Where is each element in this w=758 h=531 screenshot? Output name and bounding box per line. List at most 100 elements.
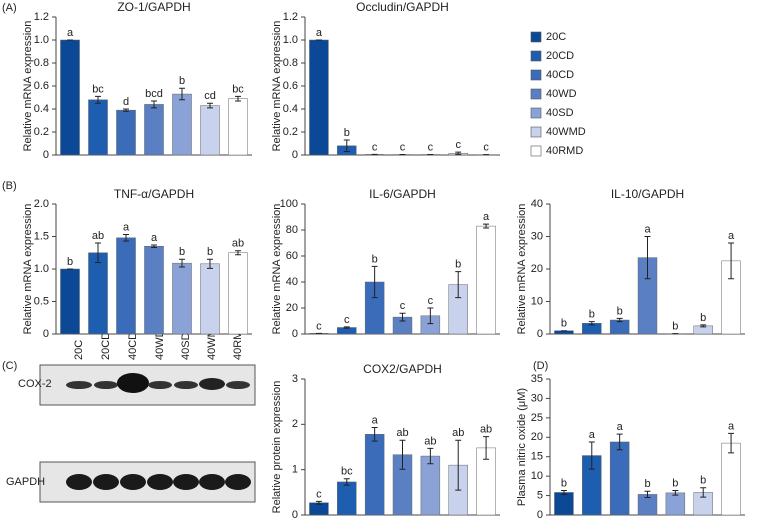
significance-letter: ab [92, 230, 104, 242]
y-tick-label: 30 [531, 392, 543, 404]
significance-letter: cd [204, 90, 216, 102]
significance-letter: bc [92, 83, 104, 95]
error-bar [179, 87, 185, 101]
legend-label: 40RMD [546, 145, 583, 157]
significance-letter: c [316, 488, 322, 500]
y-tick-label: 0 [537, 509, 543, 521]
chart-title: IL-10/GAPDH [611, 187, 684, 201]
y-tick-label: 0 [292, 509, 298, 521]
lane-label: 40CD [127, 332, 139, 360]
significance-letter: ab [480, 423, 492, 435]
significance-letter: ab [396, 427, 408, 439]
bar [172, 93, 192, 156]
y-tick-label: 1.0 [283, 34, 298, 46]
legend-swatch [530, 126, 542, 138]
y-tick-label: 20 [531, 263, 543, 275]
significance-letter: a [372, 414, 379, 426]
significance-letter: a [67, 27, 74, 39]
y-tick-label: 10 [531, 470, 543, 482]
band [226, 381, 250, 389]
significance-letter: a [589, 429, 596, 441]
band [173, 474, 199, 490]
blot-row-label: GAPDH [6, 476, 45, 488]
significance-letter: ab [452, 427, 464, 439]
error-bar [371, 427, 378, 442]
lane-label: 40SD [180, 332, 192, 360]
significance-letter: c [428, 295, 434, 307]
band [174, 381, 198, 389]
error-bar [728, 432, 735, 454]
y-tick-label: 0 [292, 149, 298, 161]
significance-letter: b [672, 477, 678, 489]
bar [144, 104, 164, 156]
error-bar [588, 321, 595, 326]
error-bar [616, 433, 623, 451]
western-blot: COX-2 GAPDH [6, 364, 256, 503]
error-bar [151, 244, 157, 249]
bar [228, 98, 248, 156]
panel-label: (C) [2, 360, 17, 372]
y-tick-label: 2 [292, 418, 298, 430]
significance-letter: ab [424, 435, 436, 447]
panel-label: (D) [533, 360, 548, 372]
y-axis-label: Relative mRNA expression [271, 21, 283, 152]
band [94, 381, 118, 389]
error-bar [644, 236, 651, 280]
legend-label: 40CD [546, 69, 574, 81]
band [66, 474, 92, 490]
significance-letter: a [644, 223, 651, 235]
error-bar [207, 258, 213, 269]
legend-label: 40WMD [546, 126, 586, 138]
significance-letter: bc [341, 466, 353, 478]
error-bar [235, 250, 241, 256]
significance-letter: a [151, 232, 158, 244]
significance-letter: a [728, 420, 735, 432]
y-tick-label: 40 [531, 198, 543, 210]
significance-letter: a [316, 27, 323, 39]
significance-letter: c [316, 320, 322, 332]
error-bar [207, 102, 213, 109]
significance-letter: b [179, 246, 185, 258]
significance-letter: b [644, 478, 650, 490]
significance-letter: b [179, 75, 185, 87]
y-tick-label: 1 [292, 464, 298, 476]
y-tick-label: 0.8 [34, 57, 49, 69]
bar [476, 225, 496, 335]
error-bar [343, 139, 350, 153]
significance-letter: c [400, 141, 406, 153]
band [93, 474, 119, 490]
y-tick-label: 10 [531, 295, 543, 307]
y-tick-label: 30 [531, 230, 543, 242]
significance-letter: b [561, 318, 567, 330]
y-axis-label: Relative mRNA expression [271, 204, 283, 335]
significance-letter: ab [232, 238, 244, 250]
chart-title: Occludin/GAPDH [356, 0, 449, 14]
error-bar [399, 312, 406, 322]
y-tick-label: 0 [43, 149, 49, 161]
y-tick-label: 0.6 [34, 80, 49, 92]
significance-letter: c [483, 142, 489, 154]
y-axis-label: Plasma nitric oxide (μM) [516, 388, 528, 506]
error-bar [123, 234, 129, 242]
significance-letter: b [617, 305, 623, 317]
significance-letter: a [617, 421, 624, 433]
panel-label: (A) [2, 2, 17, 14]
bar [309, 39, 329, 156]
error-bar [371, 265, 378, 299]
error-bar [179, 258, 185, 268]
significance-letter: c [455, 139, 461, 151]
significance-letter: d [123, 96, 129, 108]
legend-swatch [530, 145, 542, 157]
y-tick-label: 2.0 [34, 198, 49, 210]
legend-label: 20CD [546, 50, 574, 62]
significance-letter: a [728, 230, 735, 242]
bar [420, 455, 441, 516]
bar [144, 246, 164, 335]
bar [116, 237, 136, 335]
significance-letter: c [372, 141, 378, 153]
y-tick-label: 1.0 [34, 263, 49, 275]
chart-title: ZO-1/GAPDH [117, 0, 190, 14]
significance-letter: bc [232, 83, 244, 95]
legend-label: 40WD [546, 88, 577, 100]
